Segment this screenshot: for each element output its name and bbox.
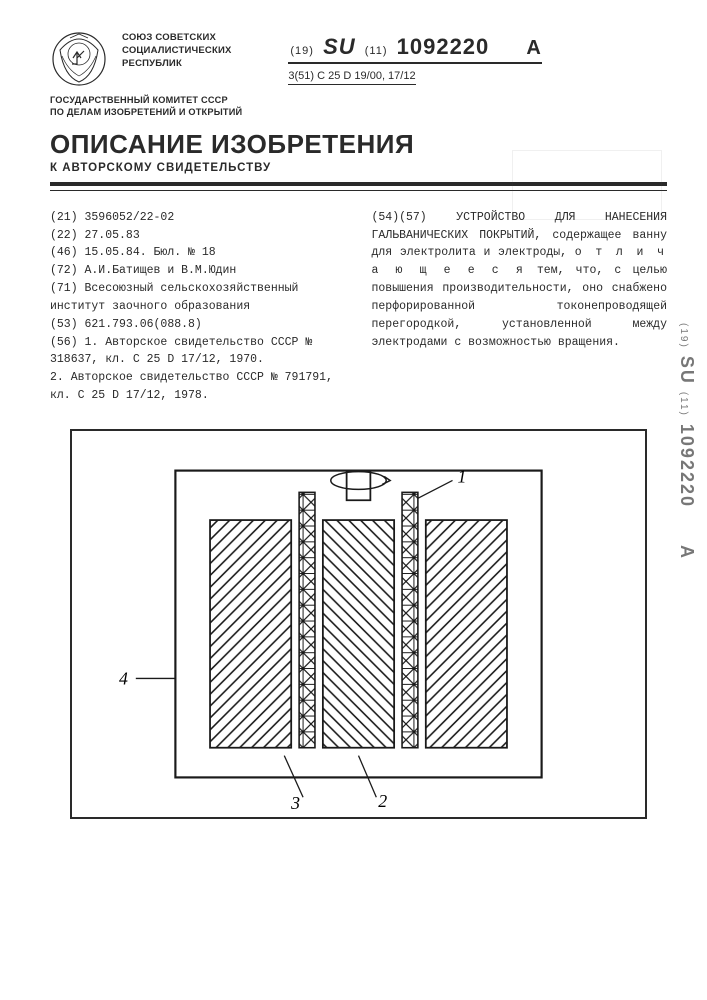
figure-label-3: 3 — [290, 793, 300, 813]
classification-code: 3(51) C 25 D 19/00, 17/12 — [288, 70, 415, 85]
abstract-column: (54)(57) УСТРОЙСТВО ДЛЯ НАНЕСЕНИЯ ГАЛЬВА… — [372, 209, 668, 405]
inid-19: (19) — [288, 45, 316, 57]
state-emblem — [50, 30, 108, 88]
figure-label-4: 4 — [119, 668, 128, 688]
committee-name: ГОСУДАРСТВЕННЫЙ КОМИТЕТ СССР ПО ДЕЛАМ ИЗ… — [50, 94, 667, 119]
figure-label-2: 2 — [378, 791, 387, 811]
field-56-ref2: 2. Авторское свидетельство СССР № 791791… — [50, 369, 346, 405]
header-row: СОЮЗ СОВЕТСКИХ СОЦИАЛИСТИЧЕСКИХ РЕСПУБЛИ… — [50, 30, 667, 88]
figure-drawing: 1 2 3 4 — [70, 429, 647, 819]
issuer-name: СОЮЗ СОВЕТСКИХ СОЦИАЛИСТИЧЕСКИХ РЕСПУБЛИ… — [122, 30, 274, 70]
country-code: SU — [323, 34, 356, 59]
field-72: (72) А.И.Батищев и В.М.Юдин — [50, 262, 346, 280]
inid-51: 3(51) — [288, 70, 314, 82]
side-document-code: (19) SU (11) 1092220 A — [676, 323, 697, 560]
side-country: SU — [677, 356, 697, 385]
inid-11: (11) — [363, 45, 390, 57]
field-46: (46) 15.05.84. Бюл. № 18 — [50, 244, 346, 262]
registry-stamp — [512, 150, 662, 220]
field-22: (22) 27.05.83 — [50, 227, 346, 245]
side-kind: A — [677, 515, 697, 560]
field-21: (21) 3596052/22-02 — [50, 209, 346, 227]
side-inid-11: (11) — [678, 392, 689, 417]
field-56-ref1: (56) 1. Авторское свидетельство СССР № 3… — [50, 334, 346, 370]
committee-line: ПО ДЕЛАМ ИЗОБРЕТЕНИЙ И ОТКРЫТИЙ — [50, 106, 667, 118]
document-id: (19) SU (11) 1092220 A — [288, 34, 541, 64]
issuer-line: СОЮЗ СОВЕТСКИХ — [122, 32, 274, 45]
doc-number: 1092220 — [397, 34, 490, 59]
issuer-line: РЕСПУБЛИК — [122, 58, 274, 71]
committee-line: ГОСУДАРСТВЕННЫЙ КОМИТЕТ СССР — [50, 94, 667, 106]
issuer-line: СОЦИАЛИСТИЧЕСКИХ — [122, 45, 274, 58]
doc-kind: A — [496, 37, 541, 59]
field-53: (53) 621.793.06(088.8) — [50, 316, 346, 334]
bibliographic-column: (21) 3596052/22-02 (22) 27.05.83 (46) 15… — [50, 209, 346, 405]
side-number: 1092220 — [677, 424, 697, 508]
document-id-block: (19) SU (11) 1092220 A 3(51) C 25 D 19/0… — [288, 30, 667, 85]
figure-label-1: 1 — [457, 466, 466, 486]
content-columns: (21) 3596052/22-02 (22) 27.05.83 (46) 15… — [50, 209, 667, 405]
ipc-codes: C 25 D 19/00, 17/12 — [317, 70, 415, 82]
side-inid-19: (19) — [678, 323, 689, 349]
field-71: (71) Всесоюзный сельскохозяйственный инс… — [50, 280, 346, 316]
